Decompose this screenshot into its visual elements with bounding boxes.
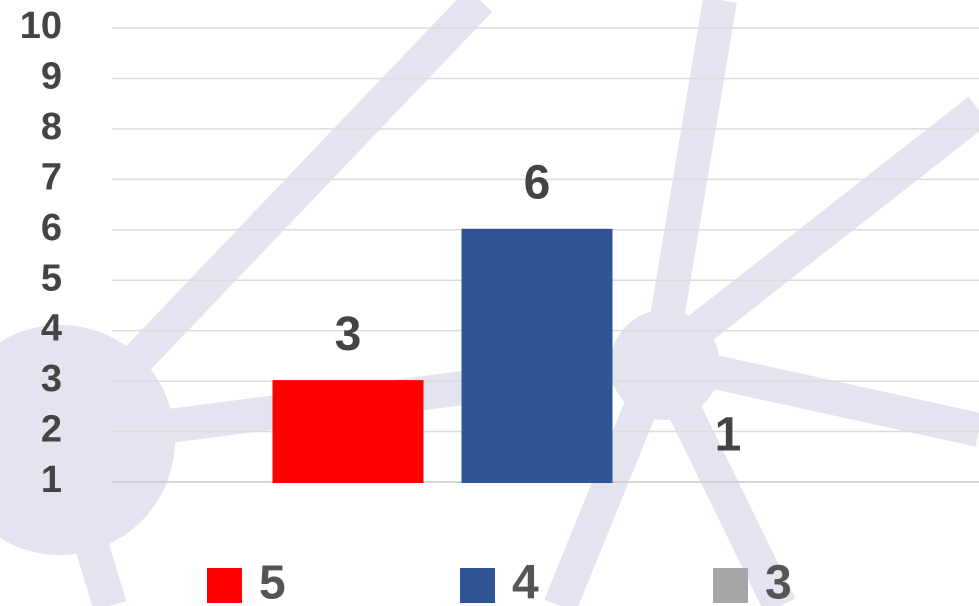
y-tick-label: 1 — [41, 459, 62, 501]
y-tick-label: 6 — [41, 207, 62, 249]
y-tick-label: 9 — [41, 55, 62, 97]
data-label: 3 — [335, 308, 362, 361]
y-tick-label: 2 — [41, 409, 62, 451]
y-tick-label: 10 — [20, 5, 62, 47]
data-label: 1 — [715, 409, 742, 462]
legend-swatch — [460, 568, 495, 603]
y-tick-label: 4 — [41, 308, 62, 350]
y-tick-label: 7 — [41, 156, 62, 198]
legend-swatch — [713, 568, 748, 603]
legend-label: 4 — [512, 557, 539, 606]
y-tick-label: 5 — [41, 257, 62, 299]
data-label: 6 — [524, 156, 551, 209]
bar — [272, 380, 424, 483]
legend-label: 5 — [259, 557, 286, 606]
y-tick-label: 3 — [41, 358, 62, 400]
y-tick-label: 8 — [41, 106, 62, 148]
legend-swatch — [207, 568, 242, 603]
legend-label: 3 — [765, 557, 792, 606]
bar — [461, 228, 613, 483]
